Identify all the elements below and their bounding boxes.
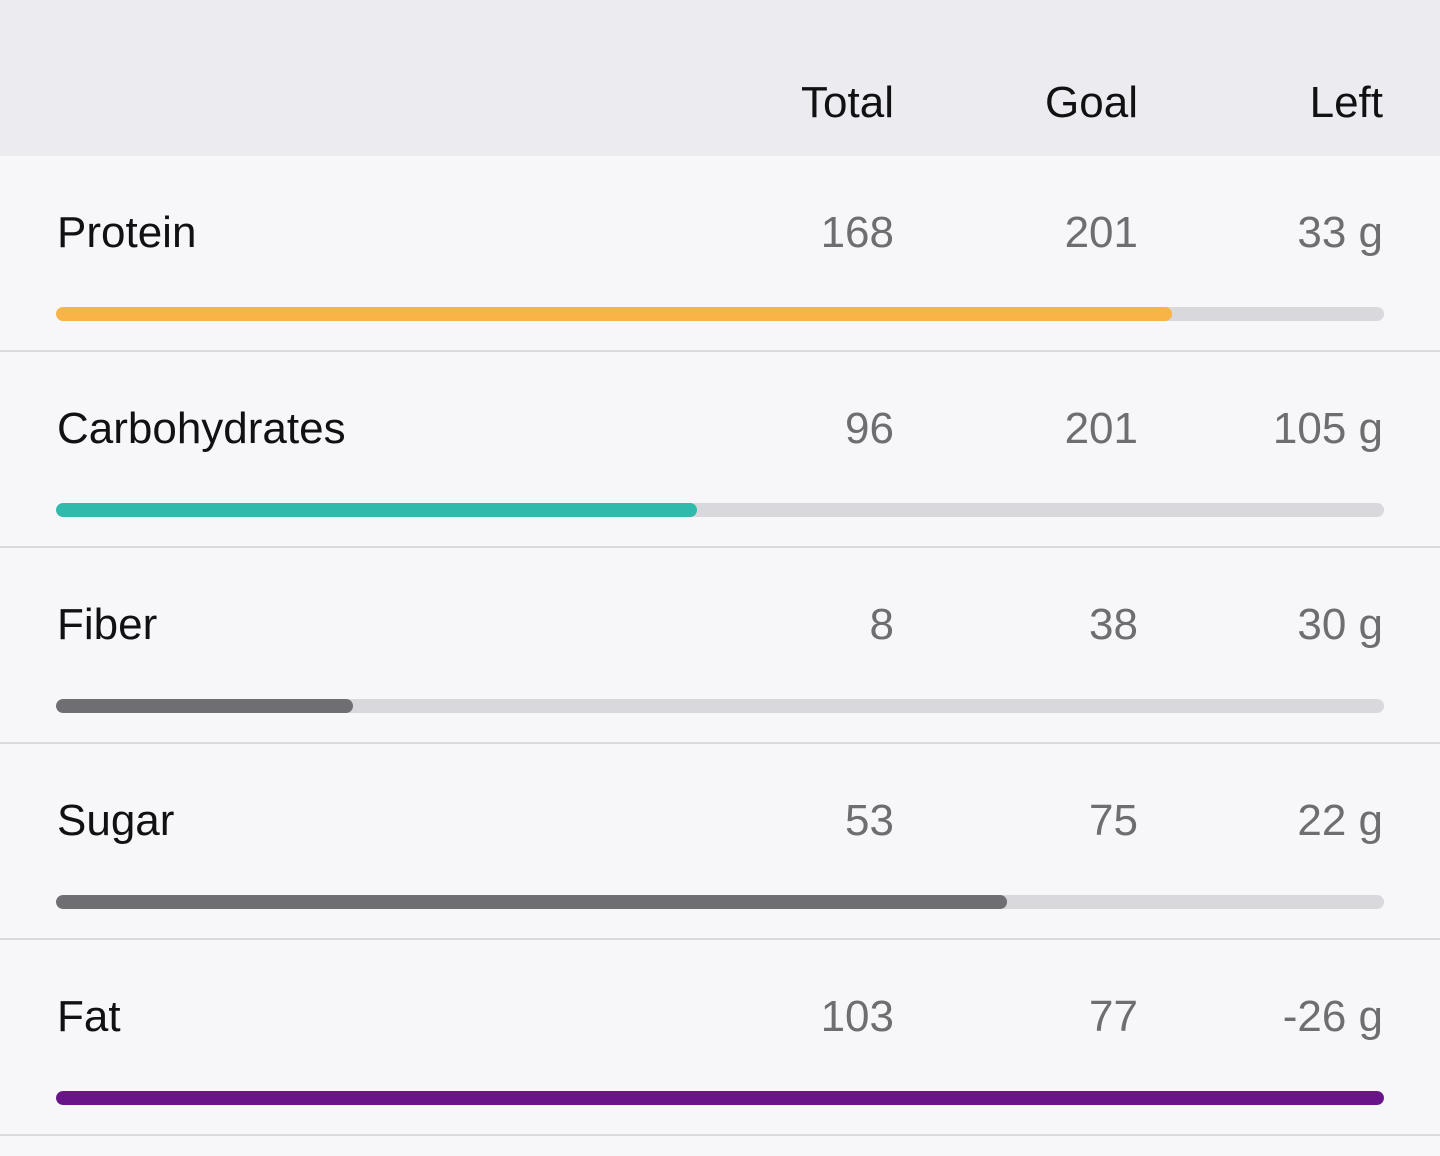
nutrient-goal: 38 [1089,600,1138,649]
nutrient-total: 8 [869,600,894,649]
progress-fill [56,307,1172,321]
nutrient-name: Carbohydrates [57,404,346,453]
progress-track [56,307,1384,321]
progress-fill [56,699,354,713]
nutrient-name: Sugar [57,796,175,845]
nutrient-total: 96 [845,404,894,453]
nutrient-total: 168 [820,208,894,257]
nutrient-goal: 77 [1089,992,1138,1041]
nutrient-left: 30 g [1297,600,1383,649]
progress-fill [56,503,698,517]
nutrient-row-sugar[interactable]: Sugar 53 75 22 g [0,744,1440,940]
nutrient-row-fat[interactable]: Fat 103 77 -26 g [0,940,1440,1136]
header-left: Left [1309,78,1383,127]
nutrient-left: 33 g [1297,208,1383,257]
nutrient-list: Protein 168 201 33 g Carbohydrates 96 20… [0,156,1440,1136]
progress-track [56,699,1384,713]
nutrient-left: -26 g [1282,992,1383,1041]
nutrient-goal: 201 [1064,404,1138,453]
nutrient-row-carbohydrates[interactable]: Carbohydrates 96 201 105 g [0,352,1440,548]
nutrient-total: 103 [820,992,894,1041]
progress-track [56,1091,1384,1105]
nutrient-left: 105 g [1272,404,1383,453]
nutrient-name: Protein [57,208,197,257]
header-goal: Goal [1045,78,1138,127]
nutrient-row-fiber[interactable]: Fiber 8 38 30 g [0,548,1440,744]
nutrient-left: 22 g [1297,796,1383,845]
nutrient-row-protein[interactable]: Protein 168 201 33 g [0,156,1440,352]
nutrient-goal: 201 [1064,208,1138,257]
nutrient-table-header: Total Goal Left [0,0,1440,156]
progress-track [56,503,1384,517]
nutrient-goal: 75 [1089,796,1138,845]
nutrient-total: 53 [845,796,894,845]
progress-track [56,895,1384,909]
progress-fill [56,1091,1384,1105]
nutrient-name: Fiber [57,600,158,649]
header-total: Total [801,78,894,127]
nutrient-name: Fat [57,992,121,1041]
progress-fill [56,895,1007,909]
